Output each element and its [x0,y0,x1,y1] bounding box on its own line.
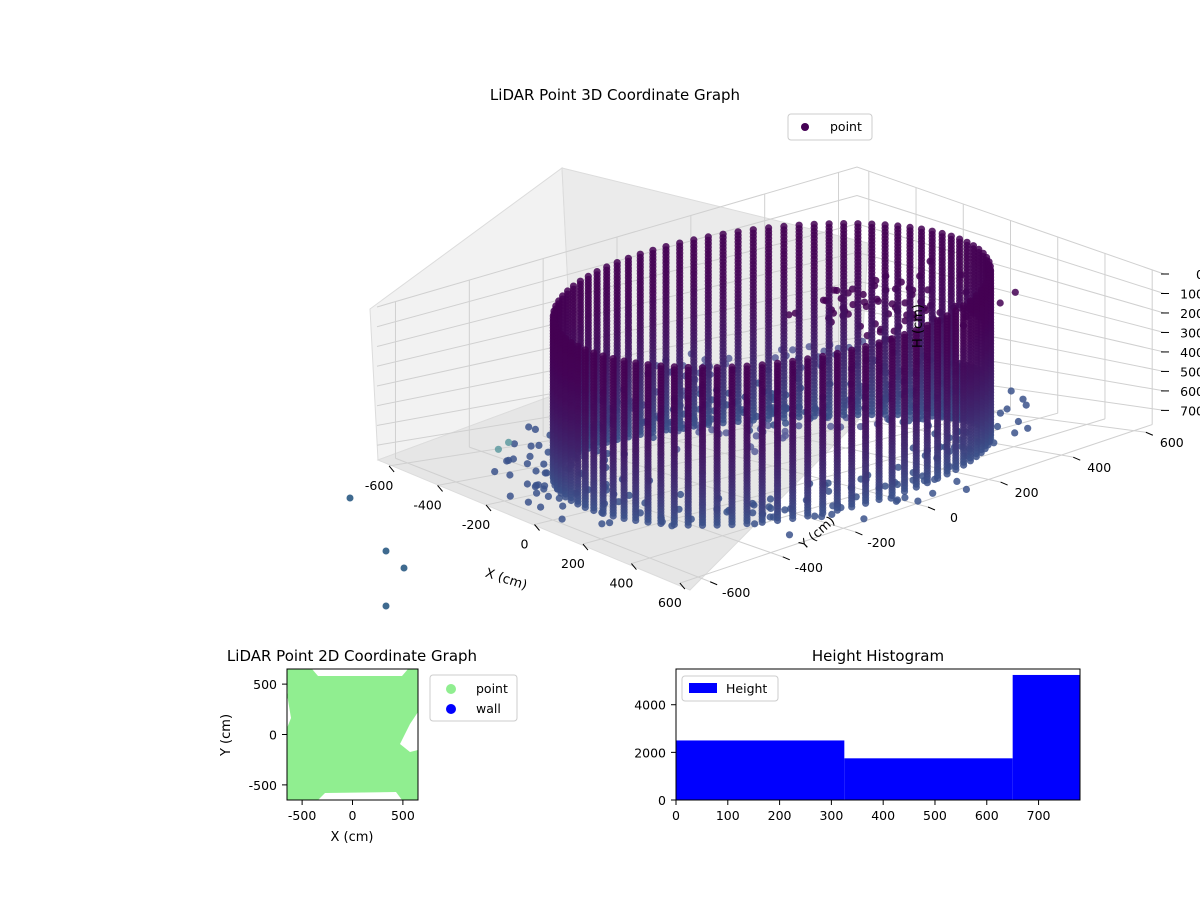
point-3d [795,422,802,429]
point-3d [559,503,566,510]
point-3d [532,426,539,433]
point-3d [860,515,867,522]
point-3d [574,500,581,507]
point-3d [677,491,684,498]
point-3d [953,478,960,485]
point-3d [540,461,547,468]
point-3d [876,496,883,503]
point-3d [934,475,941,482]
point-3d [526,453,533,460]
point-3d [963,486,970,493]
point-3d [804,512,811,519]
point-3d [535,442,542,449]
point-3d [1012,289,1019,296]
point-3d [524,480,531,487]
point-3d [882,483,889,490]
point-3d [1023,402,1030,409]
chart-3d-title: LiDAR Point 3D Coordinate Graph [490,86,740,104]
point-3d [533,490,540,497]
point-3d [967,457,974,464]
point-3d [537,504,544,511]
point-3d [862,500,869,507]
point-3d [751,520,758,527]
point-3d [1004,405,1011,412]
point-3d [913,484,920,491]
point-3d [598,520,605,527]
point-3d [889,492,896,499]
point-3d [750,501,757,508]
point-3d [895,464,902,471]
point-3d [582,504,589,511]
point-3d [540,485,547,492]
point-3d [590,507,597,514]
point-3d [796,413,803,420]
point-3d [545,493,552,500]
point-3d [532,483,539,490]
point-3d [901,494,908,501]
chart-3d: LiDAR Point 3D Coordinate Graph -600-400… [347,86,1200,610]
point-3d [780,414,787,421]
point-3d [610,512,617,519]
point-3d [495,446,502,453]
point-3d [997,299,1004,306]
point-3d [901,488,908,495]
point-3d [782,428,789,435]
point-3d [621,515,628,522]
point-3d [834,507,841,514]
point-3d [893,498,900,505]
point-3d [848,503,855,510]
point-3d [840,412,847,419]
point-3d [1008,387,1015,394]
point-3d [960,462,967,469]
point-3d [750,417,757,424]
point-3d [644,519,651,526]
point-3d [826,412,833,419]
point-3d [767,505,774,512]
point-3d [506,471,513,478]
point-3d [854,411,861,418]
point-3d [559,516,566,523]
point-3d [868,411,875,418]
point-3d [525,423,532,430]
point-3d [532,467,539,474]
point-3d [952,466,959,473]
point-3d [1011,429,1018,436]
point-3d [811,513,818,520]
point-3d [507,493,514,500]
point-3d [765,415,772,422]
point-3d [600,510,607,517]
point-3d [929,490,936,497]
point-3d [944,470,951,477]
point-3d [875,298,882,305]
point-3d [632,517,639,524]
point-3d [568,497,575,504]
point-3d [924,479,931,486]
point-3d [789,346,796,353]
point-3d [767,495,774,502]
point-3d [914,498,921,505]
point-3d [503,457,510,464]
point-3d [1024,425,1031,432]
point-3d [542,469,549,476]
point-3d [994,423,1001,430]
point-3d [528,443,535,450]
point-3d [505,439,512,446]
point-3d [491,468,498,475]
point-3d [997,410,1004,417]
point-3d [781,506,788,513]
point-3d [606,519,613,526]
point-3d [786,531,793,538]
point-3d [1015,418,1022,425]
point-3d [827,423,834,430]
point-3d [525,499,532,506]
point-3d [524,460,531,467]
point-3d [811,413,818,420]
point-3d [861,299,868,306]
